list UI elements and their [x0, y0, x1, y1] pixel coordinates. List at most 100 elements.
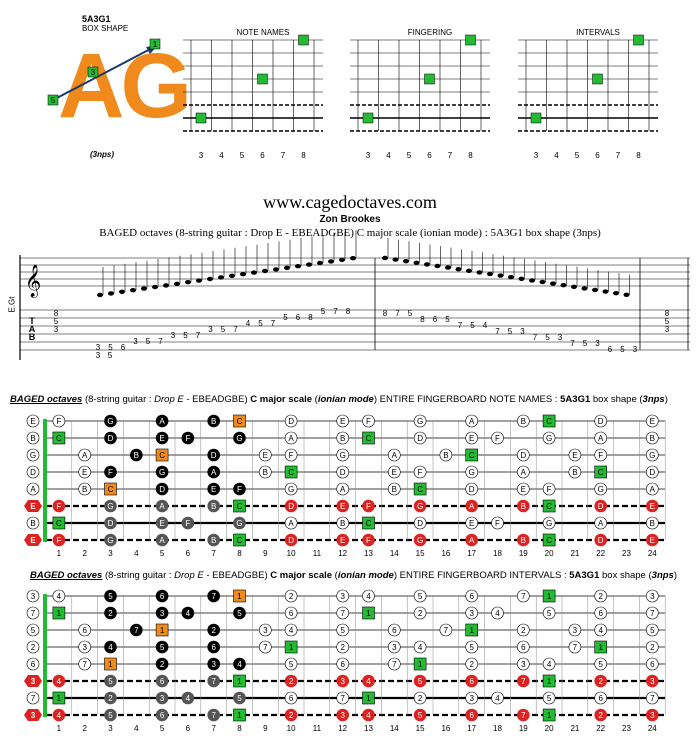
board-note [207, 448, 220, 462]
tab-number: 5 [146, 337, 151, 346]
board-note [387, 465, 401, 479]
tab-number: 7 [533, 333, 538, 342]
tab-number: 5 [508, 327, 513, 336]
board-note-label: 2 [289, 711, 294, 720]
board-note-label: 1 [469, 626, 474, 635]
board-note [465, 533, 479, 547]
board-note [207, 414, 220, 428]
board1-title: BAGED octaves (8-string guitar : Drop E … [10, 394, 668, 405]
tab-number: 5 [583, 339, 588, 348]
board-fret-number: 6 [186, 724, 191, 733]
board-note [104, 606, 117, 620]
board-fret-number: 17 [467, 724, 476, 733]
board-note-label: 4 [186, 609, 191, 618]
open-string-marker [26, 448, 40, 462]
board-note [439, 623, 453, 637]
staff-note [218, 275, 224, 280]
board-note-label: C [469, 451, 475, 460]
board-note [542, 606, 556, 620]
board-note [233, 606, 246, 620]
board-note-label: F [366, 417, 371, 426]
board-note [130, 623, 143, 637]
board-note-label: A [598, 519, 604, 528]
tab-number: 3 [133, 337, 138, 346]
tab-number: 3 [171, 331, 176, 340]
board-note [207, 482, 220, 496]
board-note [594, 482, 608, 496]
board-note-label: 4 [598, 626, 603, 635]
board-note-label: 1 [237, 711, 242, 720]
tab-number: 6 [608, 345, 613, 354]
staff-note [130, 288, 136, 293]
open-string-marker [24, 500, 42, 512]
board-note-label: 1 [366, 694, 371, 703]
staff-note [240, 272, 246, 277]
board-note [78, 657, 91, 671]
staff-note [392, 257, 399, 262]
board-note-label: 4 [366, 592, 371, 601]
board-root-box [104, 657, 117, 671]
board-note [233, 482, 246, 496]
tab-number: 7 [395, 309, 400, 318]
board-note-label: G [340, 451, 346, 460]
mini-fret-number: 8 [636, 151, 641, 160]
board-note-label: F [366, 536, 371, 545]
board-note-label: C [546, 502, 552, 511]
board-note-label: 3 [211, 660, 216, 669]
open-string-marker [26, 431, 40, 445]
board-note [387, 640, 401, 654]
staff-note [445, 265, 451, 270]
board-note-label: 6 [598, 694, 603, 703]
tab-number: 7 [333, 307, 338, 316]
board-note [78, 465, 91, 479]
board-note [645, 640, 659, 654]
board-note-label: C [108, 485, 114, 494]
board-root-box [52, 516, 66, 530]
score-subtitle: BAGED octaves (8-string guitar : Drop E … [99, 227, 601, 239]
board-note [594, 691, 608, 705]
open-string-label: A [30, 485, 36, 494]
board-fret-number: 10 [287, 549, 296, 558]
board-note [284, 499, 298, 513]
board-note [336, 431, 350, 445]
board-note-label: 6 [82, 626, 87, 635]
board-fret-number: 14 [390, 724, 399, 733]
board-note-label: G [546, 519, 552, 528]
board-note [336, 482, 350, 496]
board-note [104, 431, 117, 445]
staff-note [581, 286, 588, 291]
board-note [284, 431, 298, 445]
board-fret-number: 2 [82, 724, 87, 733]
board-note [181, 691, 195, 705]
board-note [491, 516, 504, 530]
board-note [336, 657, 350, 671]
open-string-label: 2 [31, 643, 36, 652]
mini-fret-number: 6 [260, 151, 265, 160]
board-note [542, 657, 556, 671]
board-fret-number: 11 [313, 549, 322, 558]
board-root-box [52, 606, 66, 620]
board-fret-number: 8 [237, 724, 242, 733]
board-note [465, 516, 479, 530]
board-note-label: G [598, 485, 604, 494]
board-note [207, 533, 220, 547]
board-note-label: 7 [340, 609, 345, 618]
board-note-label: G [546, 434, 552, 443]
board-note [568, 448, 582, 462]
board-note [52, 674, 66, 688]
board-note [155, 516, 169, 530]
board-note-label: E [521, 485, 526, 494]
board-note [336, 499, 350, 513]
staff-note [571, 284, 577, 289]
board-note-label: 1 [598, 643, 603, 652]
board-note [413, 431, 427, 445]
open-string-marker [26, 691, 40, 705]
board-fret-number: 20 [545, 724, 554, 733]
tab-number: 5 [221, 325, 226, 334]
board-note [207, 623, 220, 637]
tab-number: 3 [208, 325, 213, 334]
board-fret-number: 1 [57, 724, 62, 733]
board-note-label: D [520, 451, 526, 460]
board-note-label: 1 [57, 694, 62, 703]
board-fret-number: 18 [493, 549, 502, 558]
